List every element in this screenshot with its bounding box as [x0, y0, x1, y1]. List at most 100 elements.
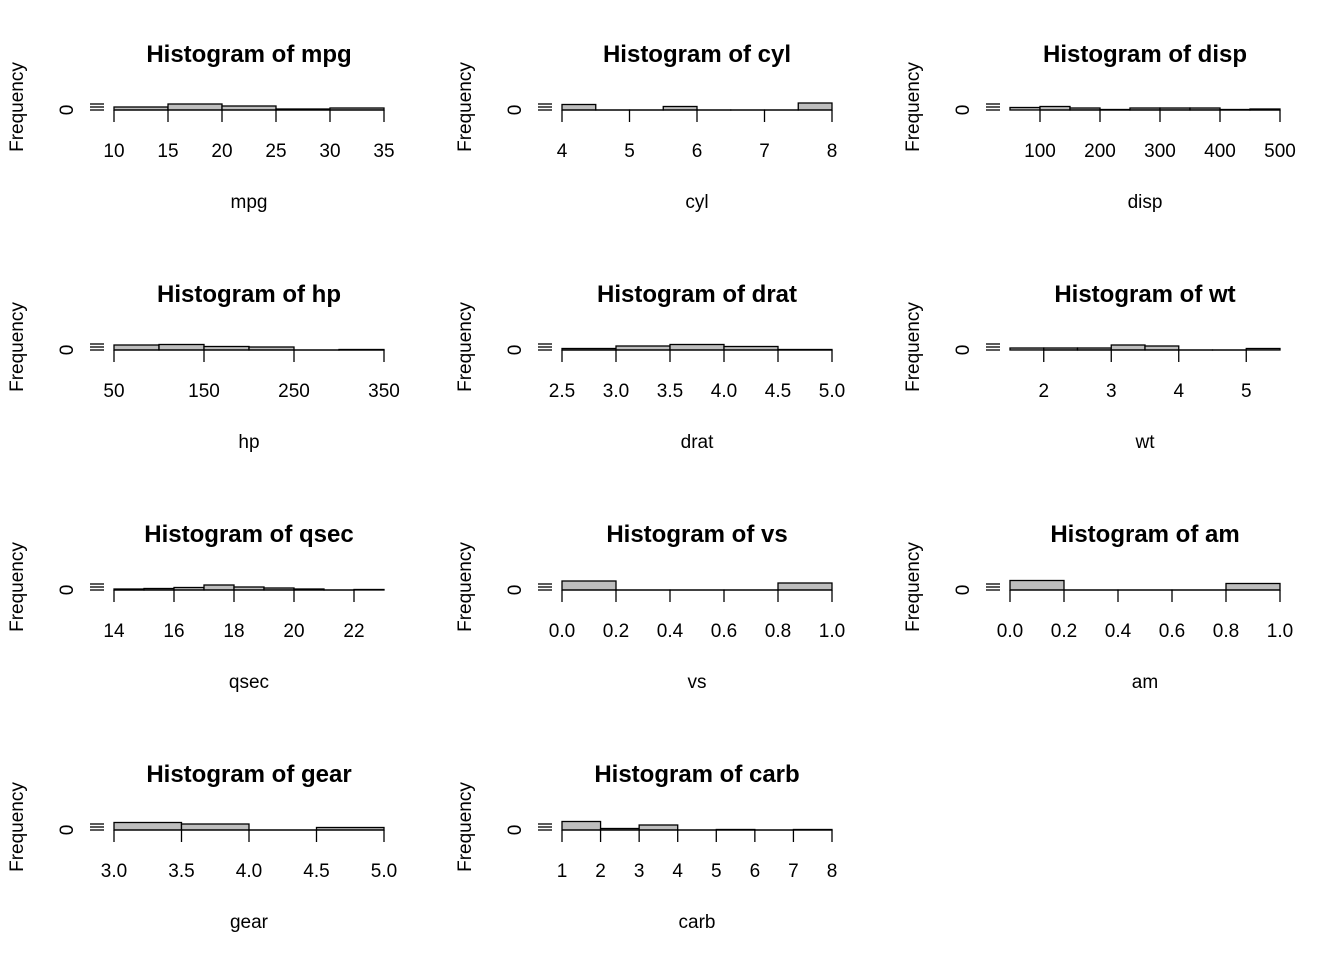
x-tick-label: 200 — [1084, 141, 1116, 162]
histogram-panel-drat: Histogram of drat 2.5 3.0 3.5 4.0 4.5 5.0 drat 0… — [455, 281, 845, 453]
x-tick-label: 300 — [1144, 141, 1176, 162]
histogram-panel-disp: Histogram of disp 100 200 300 400 500 disp 0 Fre… — [903, 41, 1296, 213]
x-tick-label: 0.0 — [997, 621, 1023, 642]
x-tick-label: 1.0 — [1267, 621, 1293, 642]
x-axis-title: wt — [1135, 432, 1156, 453]
y-axis-title: Frequency — [455, 542, 476, 632]
x-axis-title: gear — [230, 912, 269, 933]
histogram-panel-qsec: Histogram of qsec 14 16 18 20 22 qsec 0 Frequenc… — [7, 521, 385, 693]
y-axis-title: Frequency — [7, 302, 28, 392]
x-tick-label: 2 — [595, 861, 606, 882]
chart-title: Histogram of wt — [1054, 281, 1235, 308]
x-tick-label: 20 — [283, 621, 304, 642]
histogram-bar — [1009, 579, 1065, 591]
histogram-panel-carb: Histogram of carb 1 2 3 4 5 6 7 8 carb 0 Frequency — [455, 761, 837, 933]
x-tick-label: 0.6 — [1159, 621, 1185, 642]
y-tick-label: 0 — [57, 345, 78, 356]
x-tick-label: 8 — [827, 141, 838, 162]
x-tick-label: 250 — [278, 381, 310, 402]
y-tick-label: 0 — [953, 585, 974, 596]
histogram-panel-mpg: Histogram of mpg 10 15 20 25 30 35 mpg 0 Frequenc… — [7, 41, 395, 213]
x-tick-label: 0.2 — [1051, 621, 1077, 642]
x-tick-label: 3 — [1106, 381, 1117, 402]
x-tick-label: 4.0 — [236, 861, 262, 882]
x-tick-label: 6 — [692, 141, 703, 162]
histogram-panel-gear: Histogram of gear 3.0 3.5 4.0 4.5 5.0 gear 0 Fre… — [7, 761, 397, 933]
x-tick-label: 15 — [157, 141, 178, 162]
chart-title: Histogram of gear — [146, 761, 351, 788]
histogram-panel-vs: Histogram of vs 0.0 0.2 0.4 0.6 0.8 1.0 vs 0 Freq… — [455, 521, 845, 693]
x-tick-label: 0.8 — [1213, 621, 1239, 642]
histogram-bar — [1009, 347, 1045, 351]
chart-title: Histogram of hp — [157, 281, 341, 308]
x-tick-label: 7 — [759, 141, 770, 162]
x-tick-label: 100 — [1024, 141, 1056, 162]
histogram-bar — [353, 588, 385, 591]
x-axis-title: qsec — [229, 672, 269, 693]
x-tick-label: 35 — [373, 141, 394, 162]
histogram-bar — [158, 343, 205, 351]
y-tick-label: 0 — [505, 825, 526, 836]
x-tick-label: 5.0 — [371, 861, 397, 882]
y-axis-title: Frequency — [903, 302, 924, 392]
x-tick-label: 2 — [1038, 381, 1049, 402]
y-axis-title: Frequency — [7, 542, 28, 632]
x-axis-title: vs — [688, 672, 707, 693]
x-tick-label: 16 — [163, 621, 184, 642]
x-tick-label: 2.5 — [549, 381, 575, 402]
chart-title: Histogram of am — [1050, 521, 1239, 548]
histogram-bar — [561, 103, 597, 111]
chart-title: Histogram of vs — [606, 521, 787, 548]
histogram-panel-hp: Histogram of hp 50 150 250 350 hp 0 Frequency — [7, 281, 400, 453]
x-tick-label: 3.5 — [657, 381, 683, 402]
y-tick-label: 0 — [505, 585, 526, 596]
x-tick-label: 1 — [557, 861, 568, 882]
histogram-bar — [1110, 344, 1146, 351]
x-tick-label: 0.4 — [657, 621, 684, 642]
histogram-bar — [561, 580, 617, 591]
x-tick-label: 5.0 — [819, 381, 845, 402]
x-tick-label: 3.0 — [101, 861, 127, 882]
y-tick-label: 0 — [505, 345, 526, 356]
x-tick-label: 5 — [1241, 381, 1252, 402]
x-tick-label: 500 — [1264, 141, 1296, 162]
x-axis-title: am — [1132, 672, 1158, 693]
chart-title: Histogram of mpg — [146, 41, 351, 68]
y-tick-label: 0 — [505, 105, 526, 116]
x-tick-label: 14 — [103, 621, 125, 642]
histogram-bar — [203, 584, 235, 591]
histogram-bar — [561, 820, 602, 831]
chart-title: Histogram of drat — [597, 281, 797, 308]
y-axis-title: Frequency — [455, 302, 476, 392]
x-tick-label: 6 — [750, 861, 761, 882]
histogram-bar — [777, 582, 833, 591]
x-tick-label: 18 — [223, 621, 244, 642]
x-tick-label: 0.0 — [549, 621, 575, 642]
x-tick-label: 10 — [103, 141, 124, 162]
x-tick-label: 0.6 — [711, 621, 737, 642]
x-tick-label: 1.0 — [819, 621, 845, 642]
x-tick-label: 22 — [343, 621, 364, 642]
y-axis-title: Frequency — [455, 782, 476, 872]
histogram-bar — [1009, 106, 1041, 111]
y-tick-label: 0 — [57, 825, 78, 836]
x-tick-label: 350 — [368, 381, 400, 402]
x-tick-label: 4.5 — [303, 861, 329, 882]
x-tick-label: 5 — [711, 861, 722, 882]
x-tick-label: 30 — [319, 141, 340, 162]
x-tick-label: 0.4 — [1105, 621, 1132, 642]
x-tick-label: 3 — [634, 861, 645, 882]
x-tick-label: 8 — [827, 861, 838, 882]
x-tick-label: 150 — [188, 381, 220, 402]
histogram-bar — [797, 102, 833, 111]
x-axis-title: mpg — [231, 192, 268, 213]
chart-title: Histogram of disp — [1043, 41, 1247, 68]
y-tick-label: 0 — [953, 345, 974, 356]
y-axis-title: Frequency — [903, 62, 924, 152]
x-tick-label: 0.8 — [765, 621, 791, 642]
histogram-bar — [113, 821, 183, 831]
y-axis-title: Frequency — [455, 62, 476, 152]
x-axis-title: carb — [679, 912, 716, 933]
y-axis-title: Frequency — [7, 62, 28, 152]
